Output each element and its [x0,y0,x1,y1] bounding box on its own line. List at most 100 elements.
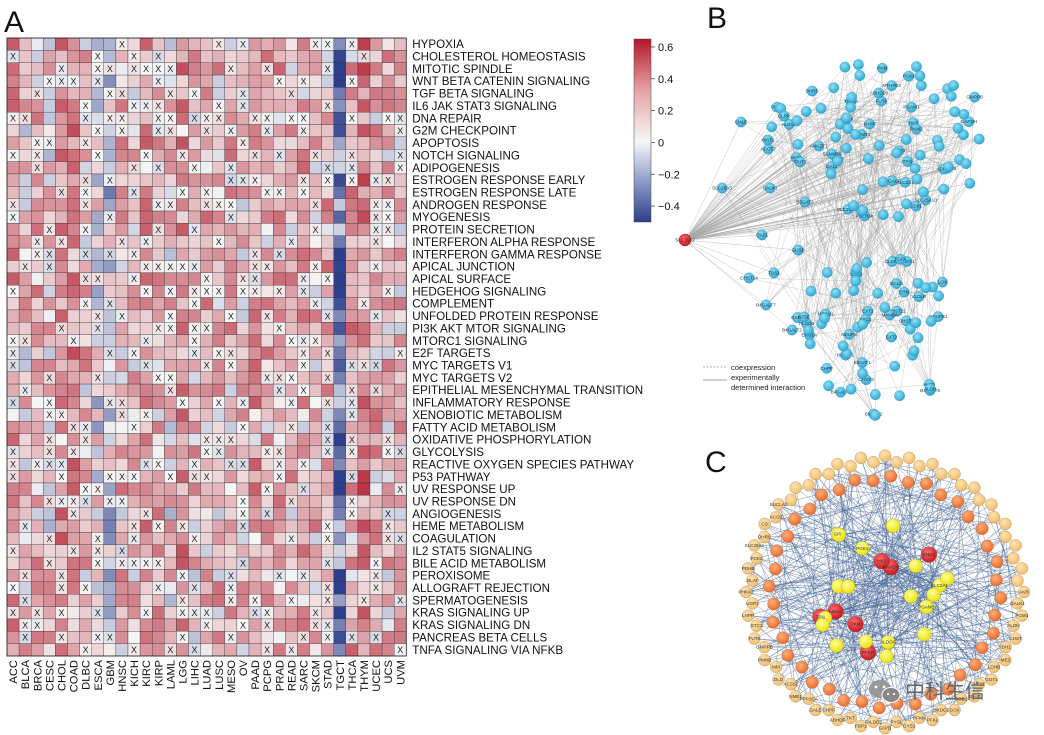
network-node-label: PGK1 [903,74,916,79]
heatmap-row-label: P53 PATHWAY [412,471,490,484]
heatmap-cell [152,544,165,558]
network-edge [828,624,856,711]
heatmap-cell [188,482,201,496]
network-node [873,552,890,570]
heatmap-cell [309,631,322,644]
network-node [903,589,918,604]
heatmap-cell [6,618,20,632]
heatmap-cell [103,285,117,298]
nonsignificant-mark: X [167,200,173,210]
heatmap-cell [345,260,359,274]
heatmap-cell [394,396,407,409]
heatmap-cell [369,74,383,88]
heatmap-cell [200,544,213,558]
heatmap-row-label: APOPTOSIS [412,137,479,150]
heatmap-cell [6,495,20,508]
heatmap-cell [176,532,189,545]
heatmap-cell [357,544,371,558]
heatmap-cell [357,186,371,199]
heatmap-cell [369,285,383,298]
heatmap-cell [369,445,383,459]
heatmap-cell [55,161,68,175]
heatmap-cell [260,161,274,175]
heatmap-cell [333,556,346,570]
network-node [872,287,884,299]
heatmap-cell [152,37,165,51]
heatmap-cell [139,519,153,533]
heatmap-cell [164,210,177,224]
network-node [876,62,888,74]
network-node [854,70,866,81]
network-node-label: SLC25A3 [712,186,732,191]
network-edge [754,565,916,639]
heatmap-cell [357,74,371,88]
heatmap-cell [43,618,56,632]
heatmap-cell [139,50,153,63]
network-node-label: STC1 [751,623,763,628]
heatmap-cell [394,556,407,570]
heatmap-cell [139,396,153,409]
heatmap-cell [381,124,395,138]
network-node [792,138,804,150]
network-edge [974,487,1006,648]
network-node [822,682,836,696]
heatmap-cell [115,383,129,397]
heatmap-cell [333,198,346,212]
heatmap-cell [188,371,201,385]
heatmap-row-label: ALLOGRAFT REJECTION [412,582,550,595]
network-edge [776,106,878,294]
network-edge [769,158,869,189]
nonsignificant-mark: X [34,620,40,630]
heatmap-row-label: SPERMATOGENESIS [412,594,528,607]
network-node-label: CHST [1009,636,1022,641]
heatmap-cell [285,507,298,521]
network-node-label: UGP2 [746,601,759,606]
network-node [842,123,854,134]
heatmap-cell [103,383,117,397]
heatmap-cell [200,631,213,644]
network-edge [756,560,882,626]
heatmap-cell [200,136,213,150]
network-node [840,142,852,154]
network-node [835,386,847,398]
heatmap-cell [236,223,250,236]
heatmap-cell [6,173,20,187]
network-edge [886,499,980,657]
heatmap-cell [212,556,225,570]
nonsignificant-mark: X [22,336,28,346]
heatmap-cell [224,285,238,298]
network-edge [824,525,894,619]
network-edge [684,201,806,241]
heatmap-column-labels: ACC BLCA BRCA CESC CHOL COAD DLBC ESCA GBM HNSC KI… [8,659,407,692]
network-node-label: CMLE [735,120,748,125]
nonsignificant-mark: X [22,262,28,272]
heatmap-cell [285,569,298,583]
heatmap-cell [79,235,92,249]
network-node-label: B4GALT5 [831,390,851,395]
network-node [955,479,968,492]
network-edge [890,566,948,579]
heatmap-cell [188,594,201,607]
network-node [891,278,902,289]
heatmap-cell [31,519,44,533]
network-node-label: DLD [774,677,784,682]
network-b-legend: coexpression experimentally determined i… [703,363,805,392]
nonsignificant-mark: X [373,200,379,210]
heatmap-cell [369,482,383,496]
network-edge [684,239,750,279]
nonsignificant-mark: X [288,398,294,408]
heatmap-cell [309,371,322,385]
colorbar-ticks: 0.60.40.20−0.2−0.4 [651,42,680,213]
heatmap-cell [103,556,117,570]
heatmap-cell [115,631,129,644]
heatmap-cell [91,136,104,150]
heatmap-cell [91,37,104,51]
heatmap-cell [103,322,117,335]
network-edge [787,466,851,656]
heatmap-cell [18,161,32,175]
heatmap-cell [200,581,213,595]
heatmap-cell [248,408,262,422]
nonsignificant-mark: X [167,262,173,272]
nonsignificant-mark: X [46,497,52,507]
